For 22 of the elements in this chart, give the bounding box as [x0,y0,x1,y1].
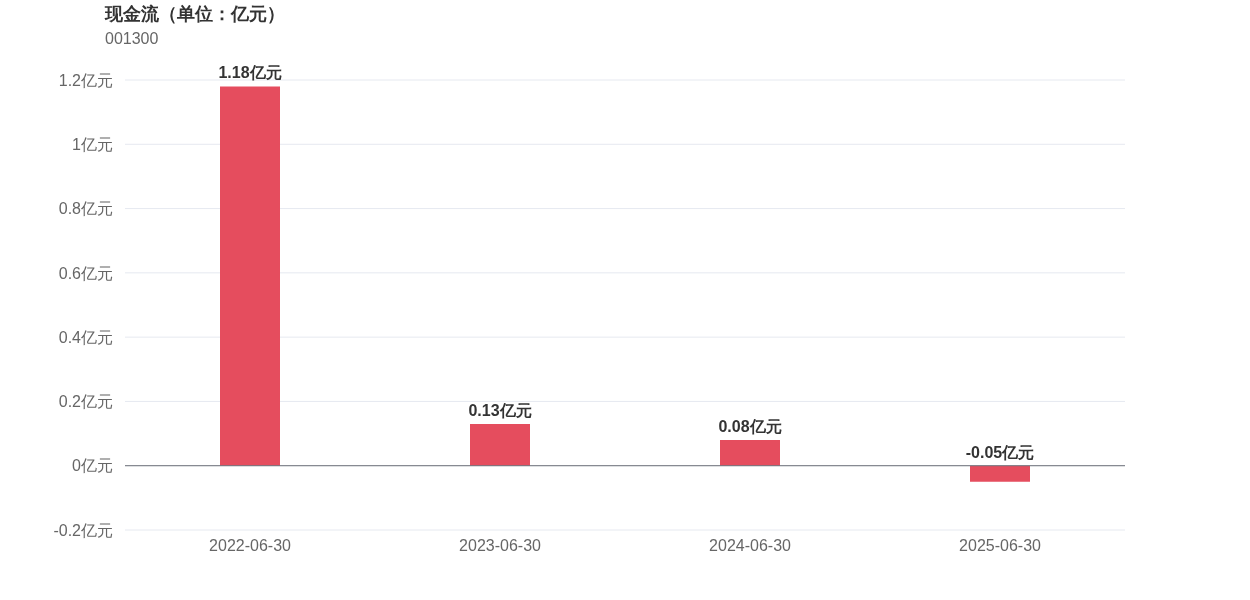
x-tick-label: 2022-06-30 [209,537,292,555]
y-tick-label: 0.8亿元 [58,200,113,218]
x-tick-label: 2025-06-30 [959,537,1042,555]
y-tick-label: -0.2亿元 [53,521,113,539]
y-tick-label: 1亿元 [72,135,113,153]
x-tick-label: 2024-06-30 [709,537,792,555]
x-tick-label: 2023-06-30 [459,537,542,555]
bar [720,440,780,466]
bar [970,465,1030,482]
y-tick-label: 1.2亿元 [58,71,113,89]
data-label: 1.18亿元 [218,64,282,82]
chart-title: 现金流（单位：亿元） [105,3,285,26]
y-tick-label: 0亿元 [72,457,113,475]
bar [470,423,530,466]
y-tick-label: 0.4亿元 [58,328,113,346]
y-tick-label: 0.2亿元 [58,393,113,411]
data-label: 0.08亿元 [718,418,782,435]
bar [220,86,280,466]
chart-subtitle: 001300 [105,30,159,48]
data-label: -0.05亿元 [965,443,1035,461]
data-label: 0.13亿元 [468,401,532,419]
y-tick-label: 0.6亿元 [58,264,113,282]
